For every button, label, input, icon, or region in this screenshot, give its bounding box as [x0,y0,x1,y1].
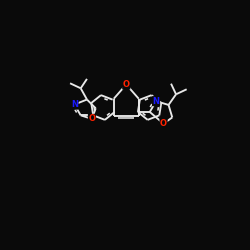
Text: N: N [152,97,160,106]
Text: N: N [71,100,78,109]
Text: O: O [160,119,167,128]
Text: O: O [123,80,130,89]
Text: O: O [88,114,96,124]
